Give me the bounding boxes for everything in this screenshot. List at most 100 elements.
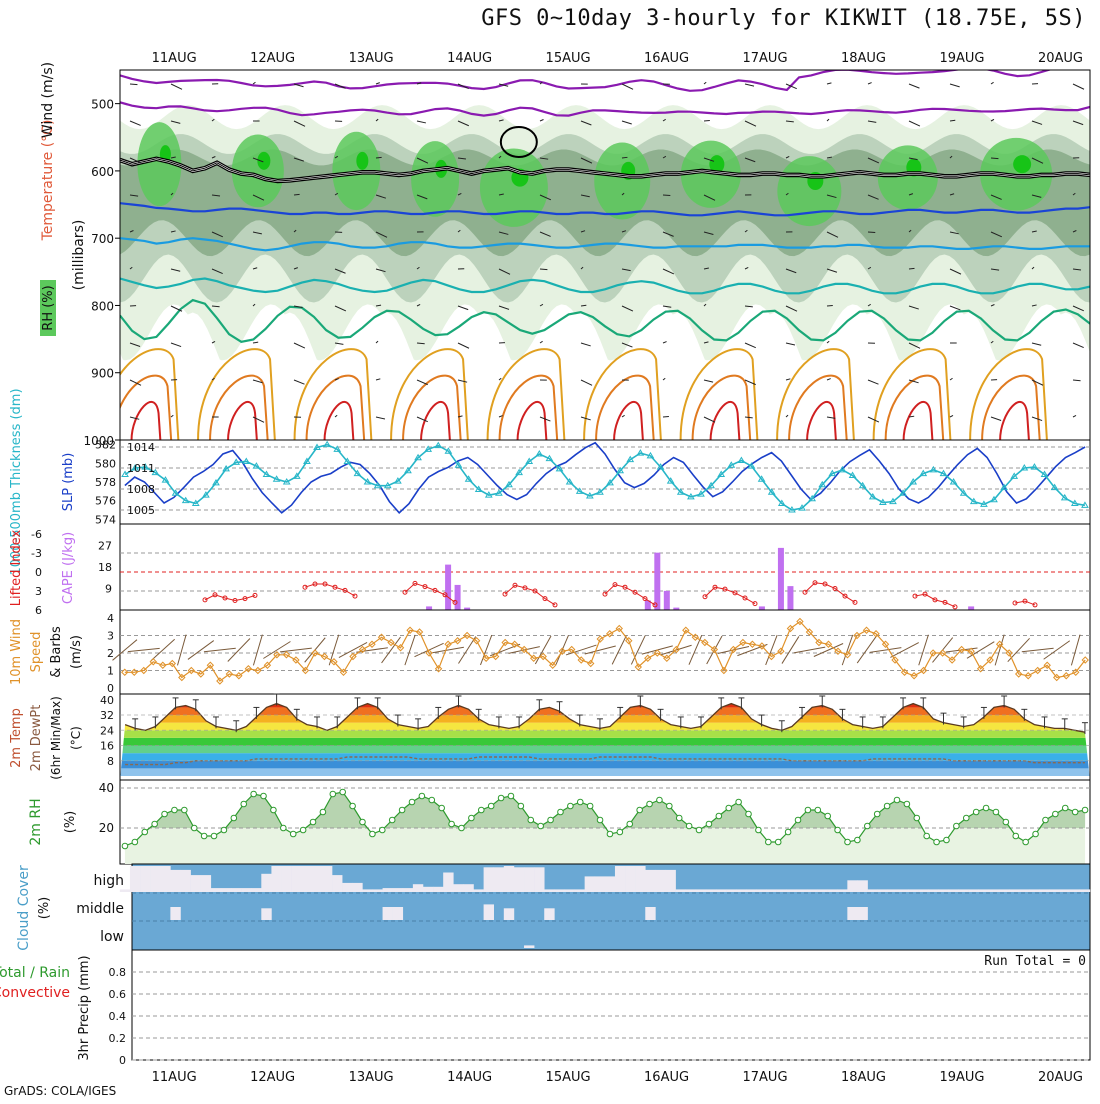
rh-point bbox=[587, 803, 593, 809]
wind-tick: 3 bbox=[107, 630, 114, 643]
rh-point bbox=[706, 821, 712, 827]
cross-content: -10-5-5FRFRFR55101015202525253030 bbox=[0, 66, 1090, 447]
cloud-bar-high bbox=[372, 889, 382, 892]
cloud-bar-high bbox=[857, 880, 867, 892]
cape-bar bbox=[968, 606, 974, 610]
date-label-top: 20AUG bbox=[1038, 51, 1083, 66]
rh-point bbox=[1023, 839, 1029, 845]
page-title: GFS 0~10day 3-hourly for KIKWIT (18.75E,… bbox=[481, 6, 1086, 31]
rh-point bbox=[627, 821, 633, 827]
cloud-bar-high bbox=[797, 889, 807, 892]
slp-tick: 1014 bbox=[127, 441, 155, 454]
slp-ylabel: SLP (mb) bbox=[61, 453, 76, 512]
rh-point bbox=[459, 825, 465, 831]
date-label-bottom: 18AUG bbox=[841, 1070, 886, 1085]
cloud-bar-middle bbox=[383, 907, 393, 920]
precip-tick: 0.8 bbox=[109, 966, 127, 979]
temp-tick: 32 bbox=[100, 709, 114, 722]
cloud-bar-high bbox=[463, 884, 473, 892]
rh-point bbox=[300, 827, 306, 833]
rh-point bbox=[597, 817, 603, 823]
rh-point bbox=[211, 833, 217, 839]
cloud-bar-high bbox=[423, 887, 433, 892]
temp-band bbox=[120, 768, 1090, 776]
rh-point bbox=[736, 799, 742, 805]
li-tick: -6 bbox=[31, 528, 42, 541]
rh-point bbox=[577, 799, 583, 805]
cloud-bar-high bbox=[948, 889, 958, 892]
wind-barb bbox=[540, 269, 547, 270]
rh-point bbox=[835, 827, 841, 833]
date-label-bottom: 14AUG bbox=[447, 1070, 492, 1085]
rh-point bbox=[914, 815, 920, 821]
cloud-bar-high bbox=[120, 889, 130, 892]
cloud-bar-high bbox=[180, 870, 190, 892]
rh-point bbox=[954, 823, 960, 829]
rh-point bbox=[568, 803, 574, 809]
rh-point bbox=[894, 797, 900, 803]
rh-blob bbox=[411, 141, 459, 217]
rh-point bbox=[696, 827, 702, 833]
rh-point bbox=[805, 807, 811, 813]
rh-point bbox=[320, 809, 326, 815]
wind-tick: 4 bbox=[107, 612, 114, 625]
date-label-top: 14AUG bbox=[447, 51, 492, 66]
cloud-bar-high bbox=[514, 867, 524, 892]
cloud-bar-high bbox=[686, 889, 696, 892]
slp-tick: 1005 bbox=[127, 504, 155, 517]
cloud-bar-high bbox=[554, 889, 564, 892]
cloud-bar-high bbox=[807, 889, 817, 892]
cloud-bar-high bbox=[1049, 889, 1059, 892]
cape-bar bbox=[654, 553, 660, 610]
rh-point bbox=[983, 805, 989, 811]
cloud-bar-high bbox=[473, 889, 483, 892]
rh-point bbox=[281, 825, 287, 831]
cloud-bar-high bbox=[1009, 889, 1019, 892]
date-label-top: 16AUG bbox=[644, 51, 689, 66]
wind-ylabel-3: & Barbs bbox=[49, 626, 64, 678]
run-total-text: Run Total = 0 bbox=[984, 954, 1086, 969]
cloud-level-label: middle bbox=[76, 901, 124, 917]
rh-point bbox=[845, 839, 851, 845]
cloud-bar-high bbox=[676, 889, 686, 892]
cape-bar bbox=[426, 606, 432, 610]
cloud-bar-high bbox=[191, 875, 201, 892]
wind-tick: 1 bbox=[107, 665, 114, 678]
wind-barb bbox=[909, 268, 915, 269]
rh-point bbox=[756, 827, 762, 833]
cloud-bar-high bbox=[615, 866, 625, 892]
cloud-bar-high bbox=[918, 889, 928, 892]
cloud-bar-high bbox=[130, 866, 140, 892]
cloud-bar-high bbox=[282, 866, 292, 892]
cloud-bar-high bbox=[231, 888, 241, 892]
wind-barb bbox=[1073, 380, 1081, 381]
rh-point bbox=[142, 829, 148, 835]
cloud-bar-middle bbox=[393, 907, 403, 920]
cloud-bar-high bbox=[969, 889, 979, 892]
rh-point bbox=[439, 805, 445, 811]
cloud-bar-high bbox=[898, 889, 908, 892]
rh-point bbox=[419, 793, 425, 799]
rh-point bbox=[607, 831, 613, 837]
rh-point bbox=[399, 807, 405, 813]
cloud-bar-high bbox=[271, 866, 281, 892]
cloud-bar-high bbox=[777, 889, 787, 892]
cloud-bar-middle bbox=[847, 907, 857, 920]
cloud-bar-middle bbox=[544, 908, 554, 920]
rh-point bbox=[548, 817, 554, 823]
temp-tick: 16 bbox=[100, 740, 114, 753]
rh-point bbox=[221, 827, 227, 833]
ytick-label: 800 bbox=[91, 299, 114, 313]
cloud-bar-high bbox=[433, 887, 443, 892]
temp-band bbox=[120, 738, 1090, 746]
cloud-bar-high bbox=[403, 888, 413, 892]
temp-ylabel-1: 2m Temp bbox=[9, 708, 24, 768]
rh-point bbox=[449, 821, 455, 827]
cloud-bar-high bbox=[1070, 889, 1080, 892]
cloud-bar-high bbox=[736, 889, 746, 892]
rh-tick: 40 bbox=[99, 781, 114, 795]
rh-point bbox=[855, 837, 861, 843]
date-label-top: 19AUG bbox=[939, 51, 984, 66]
rh-point bbox=[766, 839, 772, 845]
